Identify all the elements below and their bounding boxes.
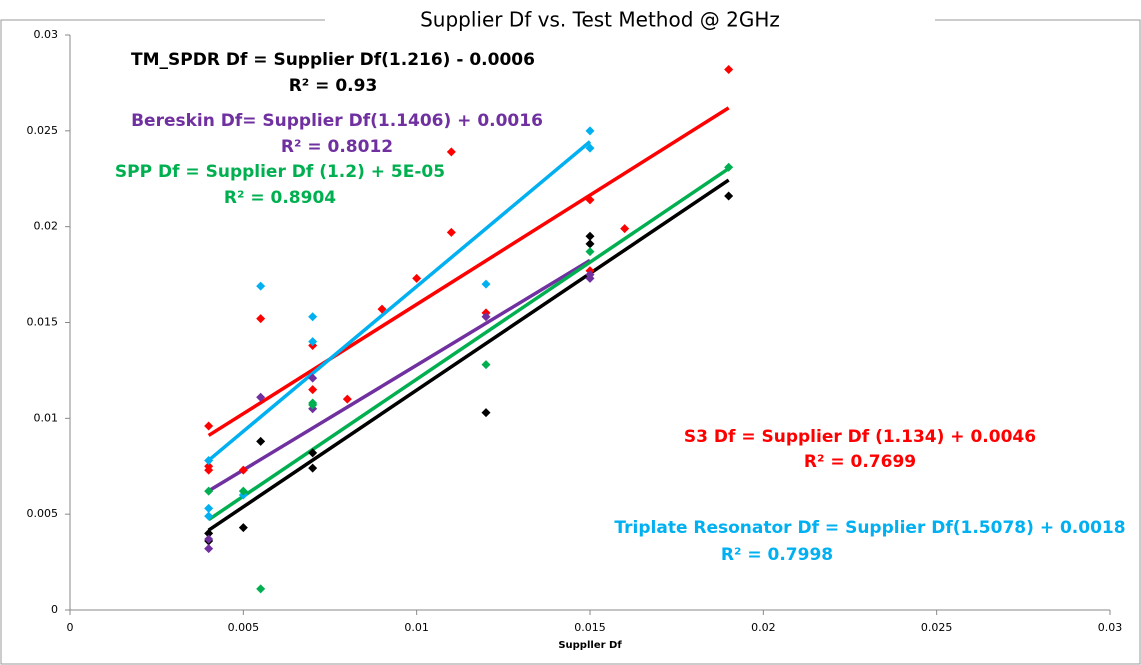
point [204, 465, 214, 475]
point [308, 448, 318, 458]
point [585, 270, 595, 280]
point [585, 247, 595, 257]
x-tick-label: 0.025 [921, 621, 953, 634]
point [481, 312, 491, 322]
point [238, 523, 248, 533]
point [308, 373, 318, 383]
point [342, 394, 352, 404]
point [238, 486, 248, 496]
annotation: R² = 0.8012 [281, 137, 393, 157]
point [256, 584, 266, 594]
trendline [207, 258, 591, 493]
x-tick-label: 0 [67, 621, 74, 634]
x-tick-label: 0.02 [751, 621, 776, 634]
y-tick-label: 0.01 [34, 411, 59, 424]
point [308, 312, 318, 322]
point [238, 465, 248, 475]
annotation: Triplate Resonator Df = Supplier Df(1.50… [614, 518, 1125, 538]
point [256, 392, 266, 402]
x-axis-label: Suppller Df [558, 640, 622, 651]
point [585, 126, 595, 136]
point [377, 304, 387, 314]
point [724, 65, 734, 74]
point [724, 162, 734, 172]
annotation: SPP Df = Supplier Df (1.2) + 5E-05 [115, 162, 445, 182]
point [481, 279, 491, 289]
x-tick-label: 0.01 [404, 621, 429, 634]
point [446, 227, 456, 237]
point [446, 147, 456, 157]
trendline [207, 167, 730, 522]
point [620, 224, 630, 234]
annotation: R² = 0.8904 [224, 188, 336, 208]
y-tick-label: 0.025 [27, 124, 59, 137]
y-tick-label: 0.015 [27, 316, 59, 329]
annotation: S3 Df = Supplier Df (1.134) + 0.0046 [684, 427, 1036, 447]
point [256, 436, 266, 446]
point [308, 337, 318, 347]
point [585, 195, 595, 205]
point [204, 544, 214, 554]
point [204, 486, 214, 496]
point [412, 273, 422, 283]
point [204, 421, 214, 431]
trendline [207, 140, 592, 462]
point [585, 231, 595, 241]
point [481, 408, 491, 418]
trendline [207, 178, 730, 532]
annotation: TM_SPDR Df = Supplier Df(1.216) - 0.0006 [131, 50, 535, 70]
annotation: R² = 0.7998 [721, 545, 833, 565]
point [204, 511, 214, 521]
point [204, 503, 214, 513]
point [585, 143, 595, 153]
point [308, 398, 318, 408]
point [204, 534, 214, 544]
point [724, 191, 734, 201]
annotation: R² = 0.7699 [804, 452, 916, 472]
chart-title: Supplier Df vs. Test Method @ 2GHz [420, 8, 780, 32]
y-tick-label: 0 [51, 603, 58, 616]
point [256, 314, 266, 324]
point [585, 239, 595, 249]
y-tick-label: 0.02 [34, 220, 59, 233]
point [308, 463, 318, 473]
title-background [325, 5, 935, 37]
x-tick-label: 0.005 [228, 621, 260, 634]
x-tick-label: 0.03 [1098, 621, 1123, 634]
x-tick-label: 0.015 [574, 621, 606, 634]
point [204, 456, 214, 465]
point [308, 385, 318, 395]
y-tick-label: 0.03 [34, 28, 59, 41]
point [481, 360, 491, 370]
trendline [207, 106, 730, 437]
y-tick-label: 0.005 [27, 507, 59, 520]
point [204, 528, 214, 538]
annotation: R² = 0.93 [289, 76, 378, 96]
point [256, 281, 266, 291]
annotation: Bereskin Df= Supplier Df(1.1406) + 0.001… [131, 111, 543, 131]
